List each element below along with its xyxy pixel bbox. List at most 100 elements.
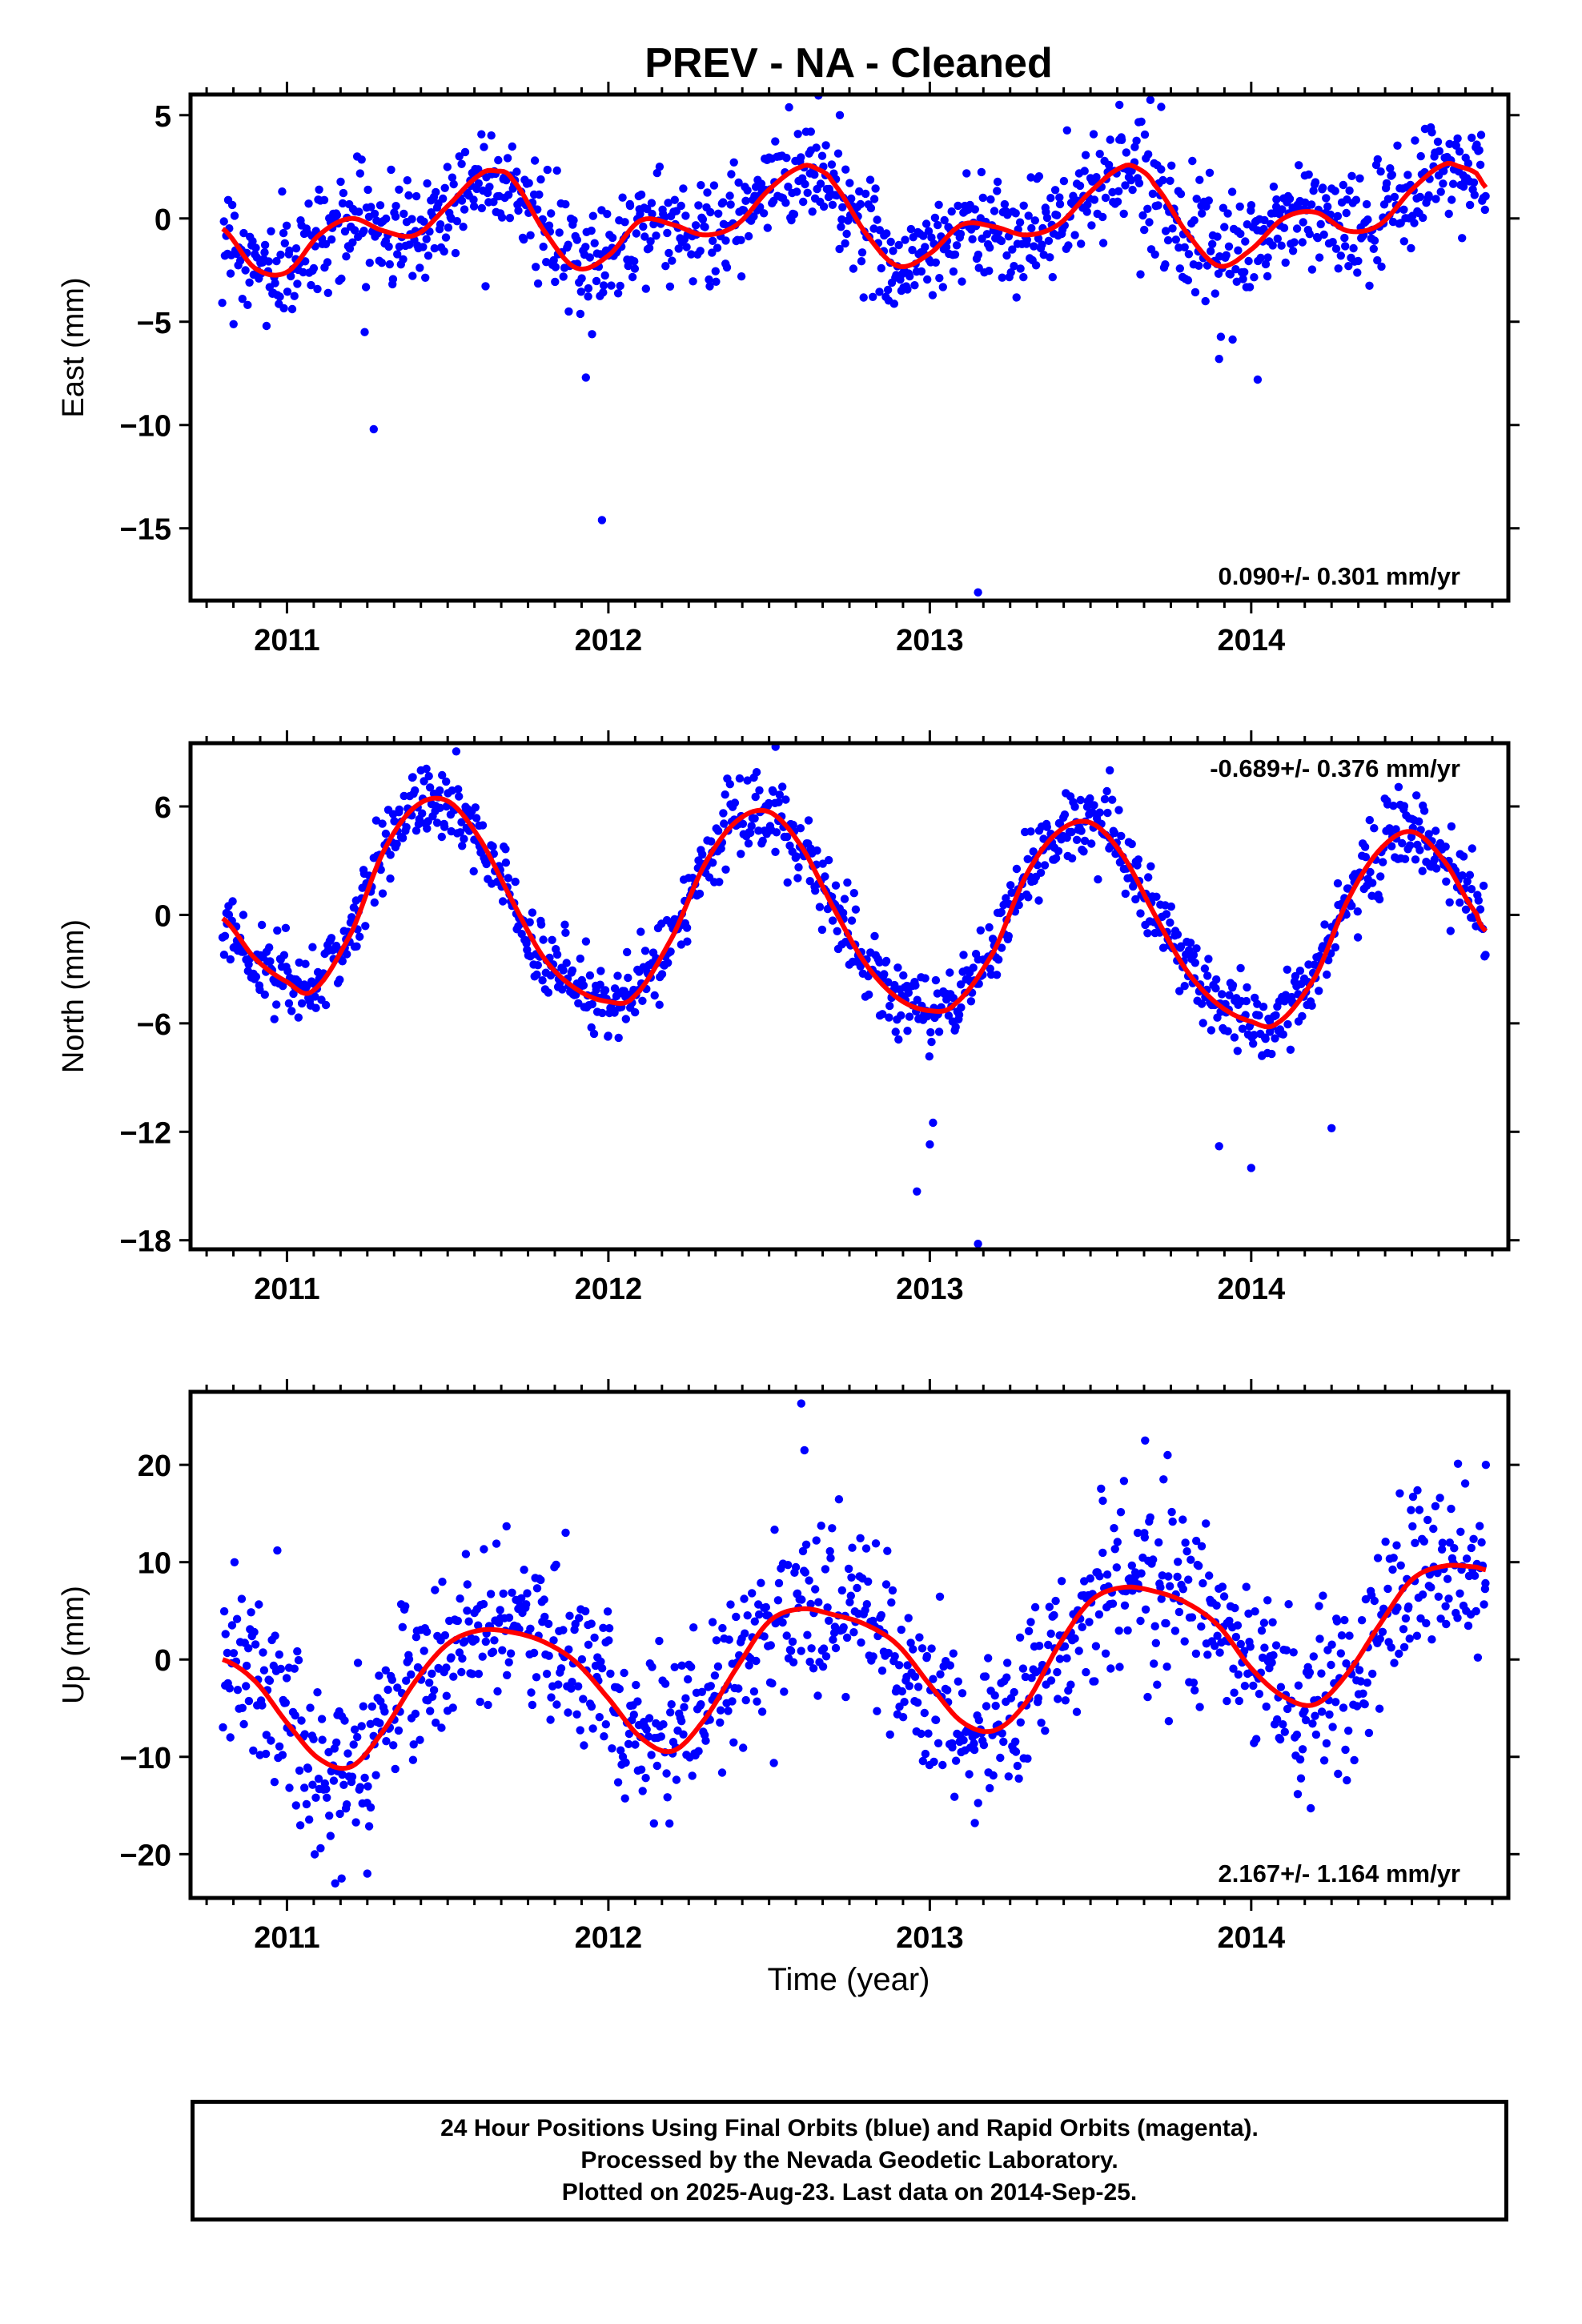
data-point: [282, 221, 291, 230]
data-point: [412, 1633, 421, 1642]
data-point: [691, 221, 701, 230]
data-point: [1267, 1049, 1276, 1059]
data-point: [242, 1682, 251, 1691]
data-point: [322, 1784, 331, 1794]
data-point: [1154, 201, 1162, 210]
data-point: [1087, 221, 1096, 230]
data-point: [935, 1592, 945, 1602]
data-point: [695, 889, 705, 899]
y-axis-label: East (mm): [57, 277, 90, 417]
data-point: [927, 1037, 936, 1047]
data-point: [437, 832, 446, 842]
data-point: [394, 1726, 404, 1735]
data-point: [1110, 1524, 1118, 1533]
data-point: [759, 209, 769, 218]
data-point: [267, 1736, 275, 1745]
data-point: [522, 939, 531, 948]
data-point: [587, 226, 596, 235]
data-point: [1225, 991, 1234, 999]
data-point: [307, 280, 315, 290]
data-point: [485, 183, 494, 191]
data-point: [1241, 237, 1250, 246]
data-point: [956, 229, 966, 239]
data-point: [426, 1707, 435, 1715]
data-point: [335, 1809, 344, 1819]
data-point: [229, 320, 238, 328]
data-point: [526, 1624, 535, 1634]
data-point: [1474, 896, 1484, 905]
data-point: [1253, 999, 1262, 1008]
data-point: [1438, 1538, 1447, 1547]
data-point: [347, 1772, 357, 1781]
data-point: [749, 212, 758, 221]
data-point: [425, 783, 435, 792]
data-point: [761, 1602, 770, 1612]
y-tick-label: 0: [155, 203, 171, 237]
data-point: [1162, 1663, 1171, 1671]
data-point: [1328, 238, 1337, 247]
data-point: [1187, 1613, 1197, 1622]
data-point: [813, 846, 821, 855]
data-point: [956, 980, 966, 989]
data-point: [930, 1757, 938, 1767]
footer-line-1: 24 Hour Positions Using Final Orbits (bl…: [440, 2115, 1259, 2141]
data-point: [349, 1740, 358, 1749]
data-point: [903, 285, 912, 294]
data-point: [1062, 126, 1072, 135]
data-point: [1408, 1522, 1417, 1531]
data-point: [620, 1794, 629, 1803]
data-point: [1369, 244, 1379, 253]
data-point: [998, 1729, 1006, 1738]
data-point: [604, 1624, 614, 1633]
data-point: [315, 185, 323, 194]
data-point: [457, 159, 466, 168]
data-point: [845, 179, 854, 187]
data-point: [735, 774, 745, 783]
data-point: [950, 1792, 959, 1801]
data-point: [401, 1602, 410, 1611]
data-point: [1327, 1660, 1335, 1670]
data-point: [1427, 1635, 1436, 1644]
data-point: [1180, 243, 1189, 251]
data-point: [303, 1764, 313, 1773]
data-point: [596, 1657, 605, 1667]
data-point: [745, 1661, 753, 1670]
data-point: [885, 1730, 894, 1739]
data-point: [979, 1740, 989, 1750]
data-point: [1325, 1710, 1334, 1719]
data-point: [897, 1625, 906, 1634]
data-point: [931, 258, 941, 267]
data-point: [432, 1719, 440, 1727]
data-point: [233, 1686, 243, 1695]
data-point: [857, 248, 867, 257]
data-point: [532, 1584, 542, 1593]
data-point: [1260, 1643, 1269, 1652]
data-point: [285, 246, 294, 255]
data-point: [1442, 877, 1451, 887]
data-point: [918, 1756, 928, 1766]
data-point: [1137, 1569, 1146, 1578]
data-point: [1289, 1648, 1298, 1657]
data-point: [1315, 1602, 1323, 1610]
rate-annotation: 0.090+/- 0.301 mm/yr: [1219, 562, 1460, 590]
data-point: [353, 1659, 363, 1667]
data-point: [1427, 128, 1436, 137]
data-point: [1180, 1637, 1189, 1646]
data-point: [416, 263, 424, 272]
data-point: [782, 832, 792, 842]
x-tick-label: 2012: [575, 1273, 643, 1306]
data-point: [942, 243, 951, 251]
data-point: [801, 1540, 811, 1550]
data-point: [833, 927, 841, 936]
data-point: [1375, 1704, 1384, 1713]
data-point: [357, 1722, 366, 1731]
data-point: [533, 961, 542, 970]
data-point: [460, 147, 470, 157]
data-point: [1301, 198, 1310, 207]
data-point: [551, 263, 560, 271]
data-point: [1276, 1683, 1286, 1691]
data-point: [608, 233, 617, 243]
data-point: [1030, 216, 1040, 225]
data-point: [1088, 808, 1097, 817]
data-point: [616, 1746, 625, 1755]
